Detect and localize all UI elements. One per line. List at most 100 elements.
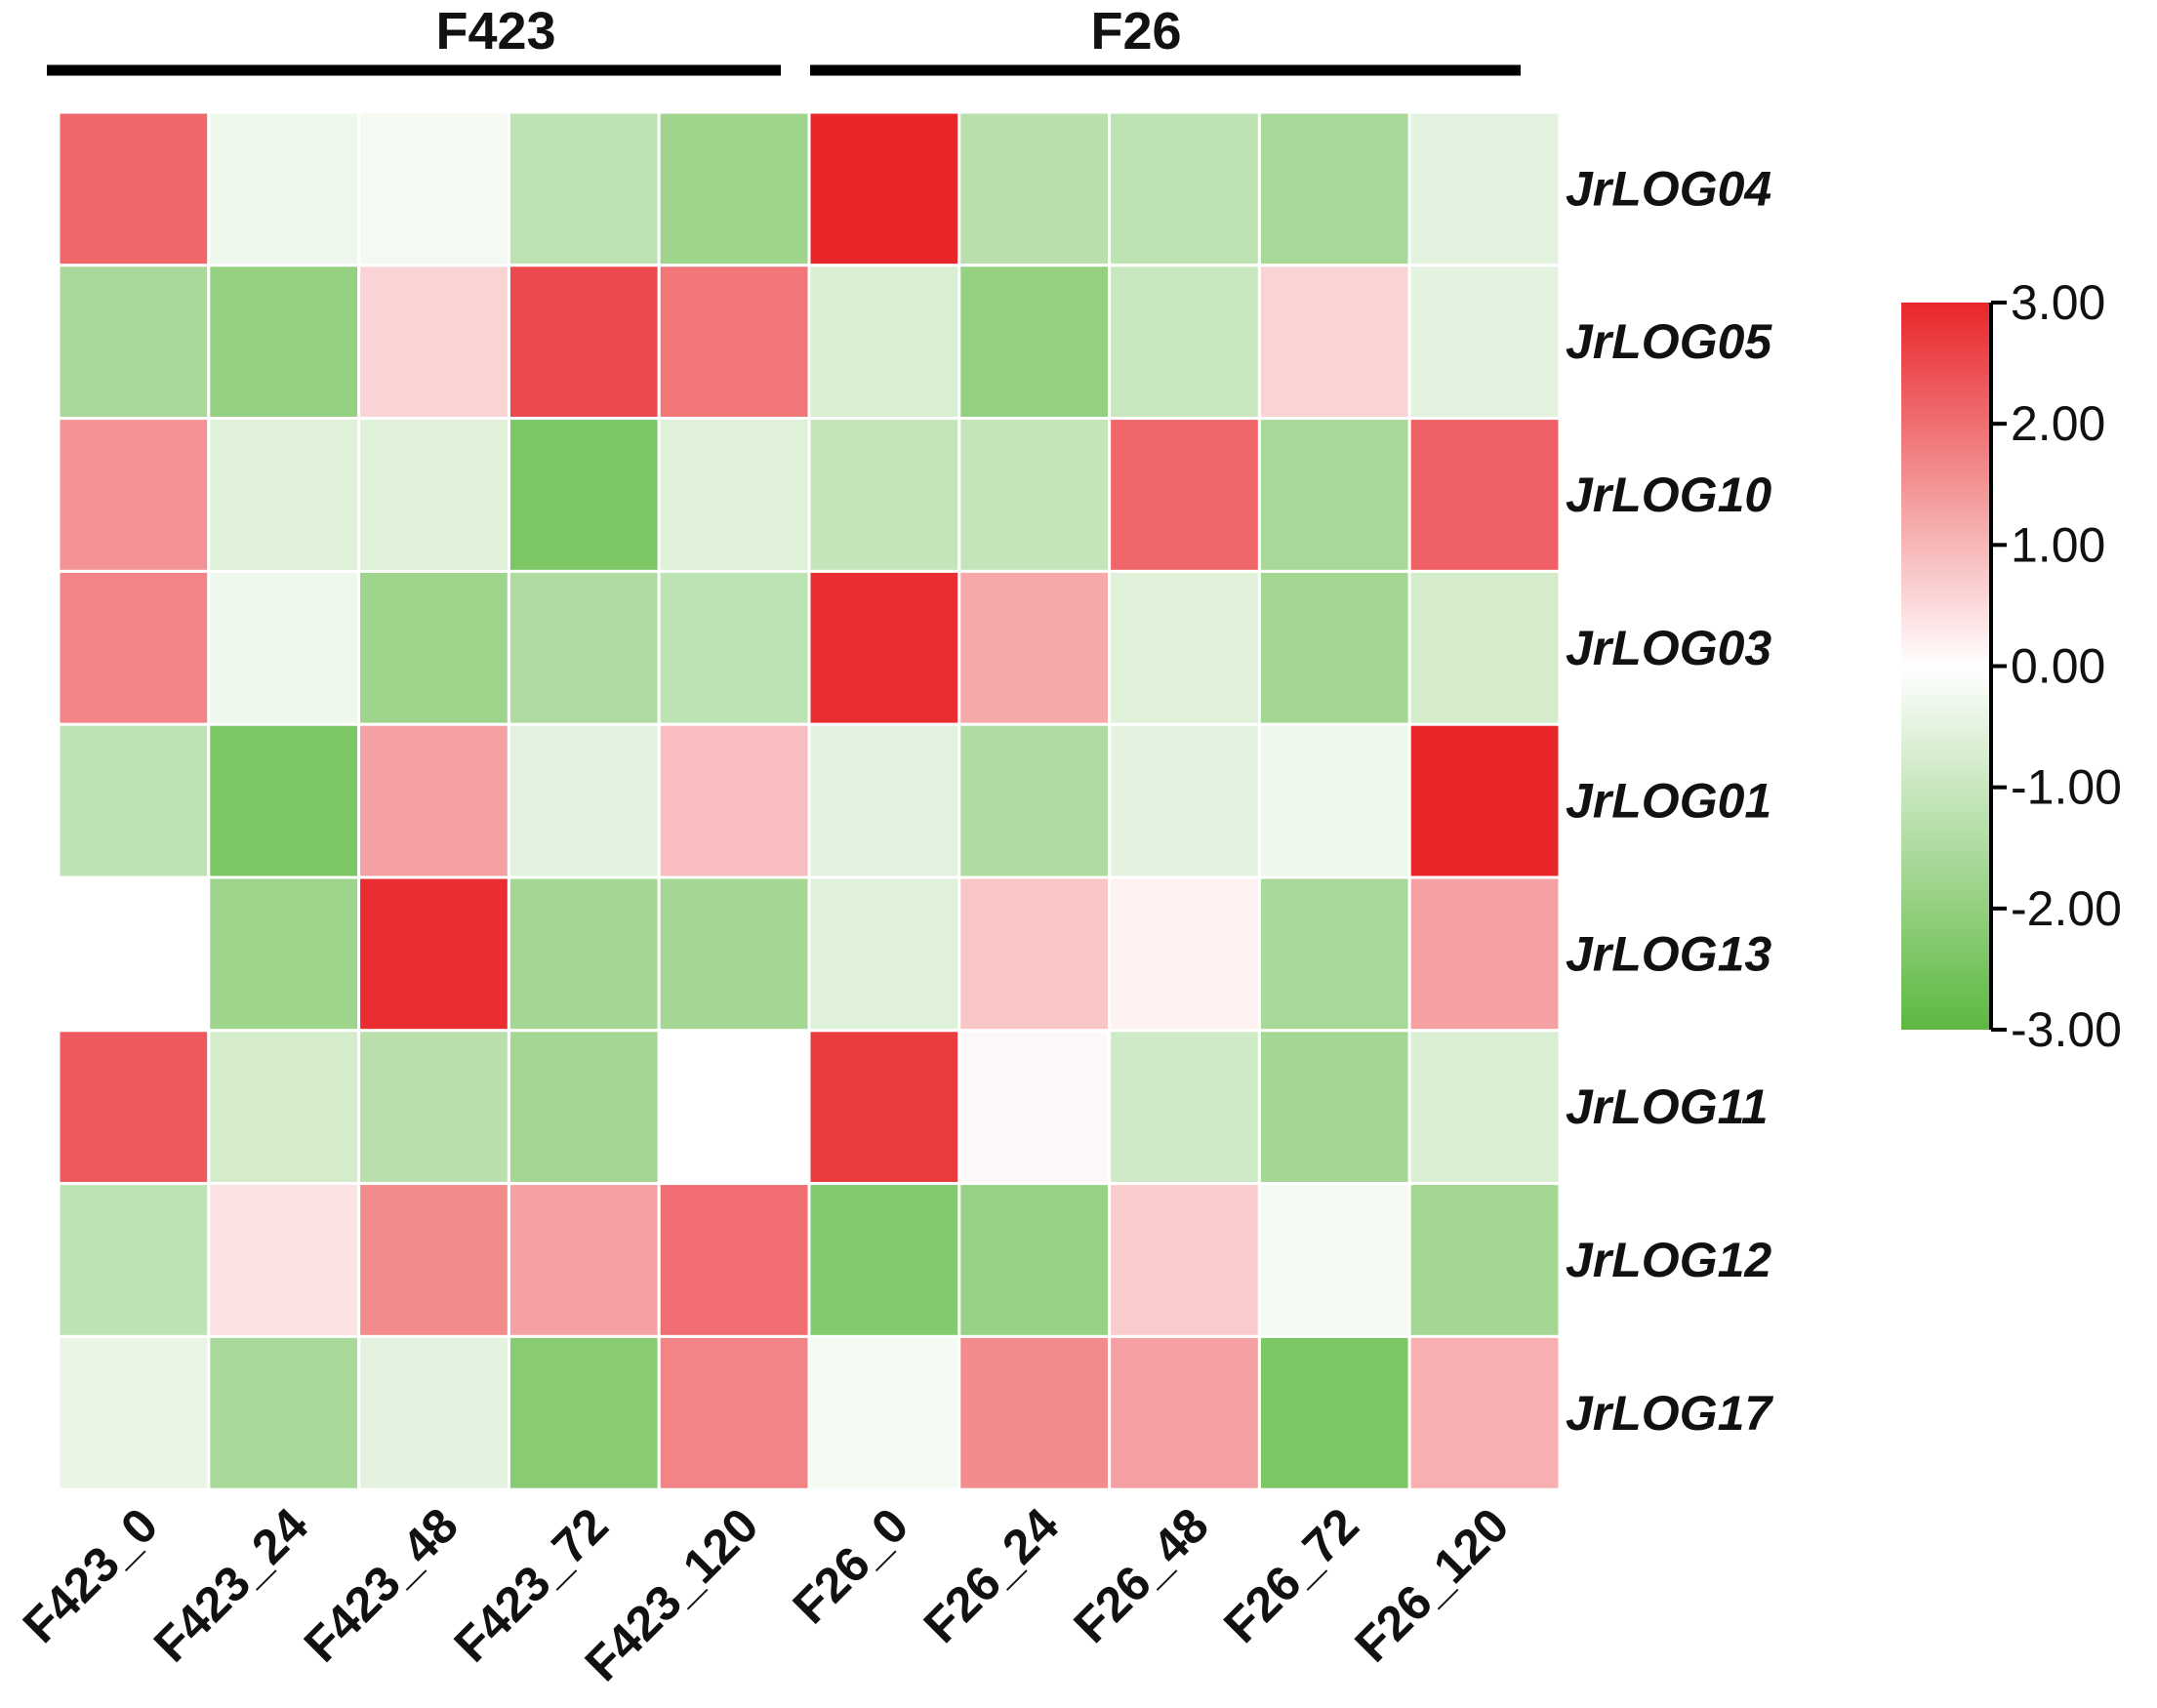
- heatmap-cell-JrLOG17-F26_120: [1407, 1334, 1562, 1491]
- heatmap-cell-JrLOG12-F423_48: [357, 1182, 510, 1338]
- heatmap-cell-JrLOG13-F26_0: [807, 875, 961, 1033]
- heatmap-cell-JrLOG11-F423_72: [507, 1029, 661, 1186]
- heatmap-cell-JrLOG11-F26_24: [957, 1029, 1112, 1186]
- row-labels: JrLOG04 JrLOG05 JrLOG10 JrLOG03 JrLOG01 JrLOG…: [1566, 161, 1773, 1440]
- heatmap-cell-JrLOG12-F423_0: [57, 1182, 211, 1338]
- heatmap-cell-JrLOG12-F26_72: [1257, 1182, 1411, 1338]
- heatmap-cell-JrLOG13-F423_24: [207, 875, 361, 1033]
- heatmap-cell-JrLOG17-F26_72: [1257, 1334, 1411, 1491]
- heatmap-cell-JrLOG10-F423_24: [207, 417, 361, 573]
- heatmap-cell-JrLOG13-F26_48: [1108, 875, 1261, 1033]
- heatmap-cell-JrLOG17-F423_24: [207, 1334, 361, 1491]
- heatmap-cell-JrLOG10-F26_120: [1407, 417, 1562, 573]
- heatmap-cells: [57, 110, 1562, 1491]
- heatmap-cell-JrLOG05-F26_72: [1257, 264, 1411, 421]
- heatmap-cell-JrLOG04-F423_48: [357, 110, 510, 267]
- heatmap-cell-JrLOG05-F423_120: [657, 264, 811, 421]
- column-label-F26_24: F26_24: [914, 1497, 1070, 1653]
- column-label-F423_0: F423_0: [13, 1497, 169, 1653]
- scale-tick-label: 0.00: [2011, 639, 2105, 694]
- heatmap-cell-JrLOG04-F423_0: [57, 110, 211, 267]
- heatmap-cell-JrLOG11-F423_120: [657, 1029, 811, 1186]
- heatmap-cell-JrLOG13-F423_120: [657, 875, 811, 1033]
- row-label-JrLOG01: JrLOG01: [1566, 774, 1771, 829]
- row-label-JrLOG17: JrLOG17: [1566, 1386, 1773, 1441]
- heatmap-cell-JrLOG13-F423_72: [507, 875, 661, 1033]
- heatmap-cell-JrLOG03-F423_120: [657, 569, 811, 726]
- heatmap-cell-JrLOG13-F26_24: [957, 875, 1112, 1033]
- heatmap-cell-JrLOG04-F26_48: [1108, 110, 1261, 267]
- scale-tick-label: 3.00: [2011, 275, 2105, 330]
- row-label-JrLOG11: JrLOG11: [1566, 1079, 1769, 1134]
- heatmap-cell-JrLOG01-F423_0: [57, 722, 211, 879]
- heatmap-cell-JrLOG17-F423_120: [657, 1334, 811, 1491]
- heatmap-cell-JrLOG04-F26_120: [1407, 110, 1562, 267]
- row-label-JrLOG05: JrLOG05: [1566, 314, 1772, 369]
- heatmap-cell-JrLOG10-F423_0: [57, 417, 211, 573]
- heatmap-cell-JrLOG03-F26_120: [1407, 569, 1562, 726]
- heatmap-cell-JrLOG11-F26_0: [807, 1029, 961, 1186]
- group-headers: F423 F26: [47, 2, 1521, 76]
- heatmap-cell-JrLOG03-F423_72: [507, 569, 661, 726]
- heatmap-cell-JrLOG05-F26_24: [957, 264, 1112, 421]
- heatmap-cell-JrLOG04-F26_0: [807, 110, 961, 267]
- heatmap-cell-JrLOG10-F423_48: [357, 417, 510, 573]
- group-label-f423: F423: [435, 2, 555, 61]
- heatmap-cell-JrLOG01-F26_120: [1407, 722, 1562, 879]
- heatmap-cell-JrLOG12-F26_120: [1407, 1182, 1562, 1338]
- heatmap-cell-JrLOG11-F423_48: [357, 1029, 510, 1186]
- heatmap-cell-JrLOG05-F423_48: [357, 264, 510, 421]
- column-label-F26_120: F26_120: [1344, 1497, 1519, 1672]
- heatmap-cell-JrLOG01-F423_48: [357, 722, 510, 879]
- row-label-JrLOG13: JrLOG13: [1566, 926, 1771, 981]
- heatmap-cell-JrLOG03-F423_0: [57, 569, 211, 726]
- heatmap-cell-JrLOG05-F423_0: [57, 264, 211, 421]
- heatmap-cell-JrLOG17-F423_48: [357, 1334, 510, 1491]
- heatmap-cell-JrLOG04-F26_72: [1257, 110, 1411, 267]
- heatmap-cell-JrLOG13-F423_0: [57, 875, 211, 1033]
- group-label-f26: F26: [1090, 2, 1181, 61]
- scale-tick-label: -1.00: [2011, 760, 2122, 815]
- scale-tick-label: -2.00: [2011, 881, 2122, 936]
- heatmap-cell-JrLOG12-F423_24: [207, 1182, 361, 1338]
- row-label-JrLOG04: JrLOG04: [1566, 161, 1771, 216]
- row-label-JrLOG03: JrLOG03: [1566, 621, 1771, 675]
- heatmap-cell-JrLOG17-F26_24: [957, 1334, 1112, 1491]
- heatmap-cell-JrLOG03-F423_24: [207, 569, 361, 726]
- heatmap-cell-JrLOG01-F26_72: [1257, 722, 1411, 879]
- heatmap-cell-JrLOG01-F26_48: [1108, 722, 1261, 879]
- heatmap-cell-JrLOG17-F26_0: [807, 1334, 961, 1491]
- heatmap-cell-JrLOG17-F423_72: [507, 1334, 661, 1491]
- heatmap-cell-JrLOG13-F26_72: [1257, 875, 1411, 1033]
- heatmap-cell-JrLOG12-F26_48: [1108, 1182, 1261, 1338]
- heatmap-cell-JrLOG11-F423_24: [207, 1029, 361, 1186]
- column-label-F423_48: F423_48: [294, 1497, 468, 1672]
- column-label-F26_0: F26_0: [783, 1497, 919, 1634]
- heatmap-cell-JrLOG10-F26_72: [1257, 417, 1411, 573]
- heatmap-cell-JrLOG11-F423_0: [57, 1029, 211, 1186]
- heatmap-cell-JrLOG01-F423_72: [507, 722, 661, 879]
- heatmap-cell-JrLOG05-F26_0: [807, 264, 961, 421]
- heatmap-cell-JrLOG04-F423_24: [207, 110, 361, 267]
- heatmap-cell-JrLOG12-F423_120: [657, 1182, 811, 1338]
- heatmap-cell-JrLOG11-F26_48: [1108, 1029, 1261, 1186]
- heatmap-cell-JrLOG10-F423_72: [507, 417, 661, 573]
- heatmap-cell-JrLOG03-F423_48: [357, 569, 510, 726]
- heatmap-cell-JrLOG13-F26_120: [1407, 875, 1562, 1033]
- heatmap-cell-JrLOG03-F26_24: [957, 569, 1112, 726]
- column-label-F26_48: F26_48: [1063, 1497, 1219, 1653]
- heatmap-cell-JrLOG04-F423_72: [507, 110, 661, 267]
- heatmap-cell-JrLOG04-F423_120: [657, 110, 811, 267]
- heatmap-cell-JrLOG11-F26_72: [1257, 1029, 1411, 1186]
- heatmap-cell-JrLOG10-F26_0: [807, 417, 961, 573]
- heatmap-cell-JrLOG03-F26_72: [1257, 569, 1411, 726]
- heatmap-cell-JrLOG12-F26_24: [957, 1182, 1112, 1338]
- heatmap-cell-JrLOG04-F26_24: [957, 110, 1112, 267]
- heatmap-cell-JrLOG01-F423_24: [207, 722, 361, 879]
- heatmap-cell-JrLOG03-F26_48: [1108, 569, 1261, 726]
- heatmap-cell-JrLOG10-F26_48: [1108, 417, 1261, 573]
- row-label-JrLOG10: JrLOG10: [1566, 468, 1771, 522]
- heatmap-cell-JrLOG05-F26_48: [1108, 264, 1261, 421]
- color-scale-bar: [1901, 303, 1989, 1030]
